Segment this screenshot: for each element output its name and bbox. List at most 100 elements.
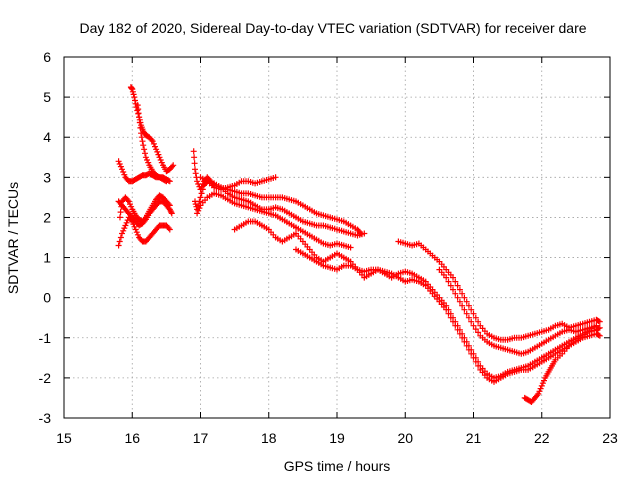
data-point [118, 203, 125, 210]
data-point [445, 278, 452, 285]
data-point [596, 332, 603, 339]
data-point [145, 159, 152, 166]
data-point [450, 318, 456, 325]
data-point [470, 322, 477, 329]
data-point [134, 231, 141, 238]
data-point [347, 244, 354, 251]
data-point [190, 148, 197, 155]
data-point [454, 282, 461, 289]
data-point [166, 226, 173, 233]
data-point [130, 91, 137, 98]
series-track-1 [115, 214, 173, 249]
data-point [459, 334, 466, 341]
data-point [199, 186, 206, 193]
data-point [128, 203, 135, 210]
data-point [475, 362, 482, 369]
data-point [116, 238, 123, 245]
data-point [470, 354, 477, 361]
data-point [117, 214, 123, 221]
data-point [538, 382, 545, 389]
data-point [461, 338, 468, 345]
data-point [132, 97, 138, 104]
data-point [191, 154, 198, 161]
data-point [165, 201, 172, 208]
data-point [596, 324, 603, 331]
series-track-12 [395, 238, 603, 343]
data-point [475, 318, 482, 325]
x-tick-label: 17 [193, 430, 209, 446]
data-point [443, 306, 450, 313]
x-tick-label: 21 [466, 430, 482, 446]
data-point [155, 151, 162, 158]
data-point [447, 282, 454, 289]
data-point [168, 210, 175, 217]
data-point [117, 209, 124, 216]
data-point [465, 302, 472, 309]
series-track-15 [194, 190, 354, 251]
data-point [192, 170, 199, 177]
data-point [169, 163, 176, 170]
x-tick-label: 18 [261, 430, 277, 446]
y-tick-label: 1 [43, 250, 51, 266]
data-point [452, 278, 459, 285]
data-point [117, 234, 124, 241]
data-point [595, 332, 602, 339]
series-track-5 [134, 102, 170, 185]
chart-title: Day 182 of 2020, Sidereal Day-to-day VTE… [79, 20, 586, 36]
data-point [132, 226, 139, 233]
data-point [131, 94, 138, 101]
data-point [463, 342, 470, 349]
x-tick-labels: 15 16 17 18 19 20 21 22 23 [56, 430, 618, 446]
data-point [456, 298, 463, 305]
x-tick-label: 23 [602, 430, 618, 446]
series-track-13 [436, 266, 600, 357]
x-tick-label: 16 [124, 430, 140, 446]
data-point [138, 134, 145, 141]
data-point [158, 159, 165, 166]
x-tick-label: 15 [56, 430, 72, 446]
y-tick-label: 5 [43, 89, 51, 105]
data-point [139, 138, 146, 145]
data-point [468, 350, 475, 357]
data-point [140, 142, 147, 149]
data-point [148, 136, 155, 143]
data-point [123, 219, 130, 226]
data-point [461, 294, 468, 301]
data-point [136, 119, 143, 126]
data-point [472, 314, 479, 321]
data-point [465, 314, 472, 321]
data-point [136, 114, 143, 121]
x-tick-label: 22 [534, 430, 550, 446]
data-point [459, 290, 466, 297]
data-point [196, 198, 203, 205]
data-point [475, 329, 482, 336]
data-point [196, 205, 203, 212]
data-point [468, 306, 475, 313]
data-point [150, 140, 157, 147]
y-tick-label: 4 [43, 129, 51, 145]
data-point [272, 174, 279, 181]
data-point [198, 190, 205, 197]
data-point [461, 306, 468, 313]
data-point [450, 286, 456, 293]
data-point [142, 154, 149, 161]
grid-lines [64, 57, 610, 418]
x-axis-label: GPS time / hours [284, 458, 391, 474]
data-point [152, 143, 158, 150]
data-point [119, 166, 125, 173]
series-track-11 [293, 246, 603, 385]
data-point [459, 302, 466, 309]
y-tick-label: -1 [39, 330, 52, 346]
data-point [154, 148, 161, 155]
data-point [447, 314, 454, 321]
data-point [115, 158, 122, 165]
data-point [120, 169, 127, 175]
data-point [468, 318, 475, 325]
y-tick-label: 0 [43, 290, 51, 306]
data-point [541, 377, 547, 384]
y-tick-label: 3 [43, 169, 51, 185]
data-point [119, 230, 125, 237]
data-point [470, 310, 477, 317]
data-point [142, 150, 148, 157]
